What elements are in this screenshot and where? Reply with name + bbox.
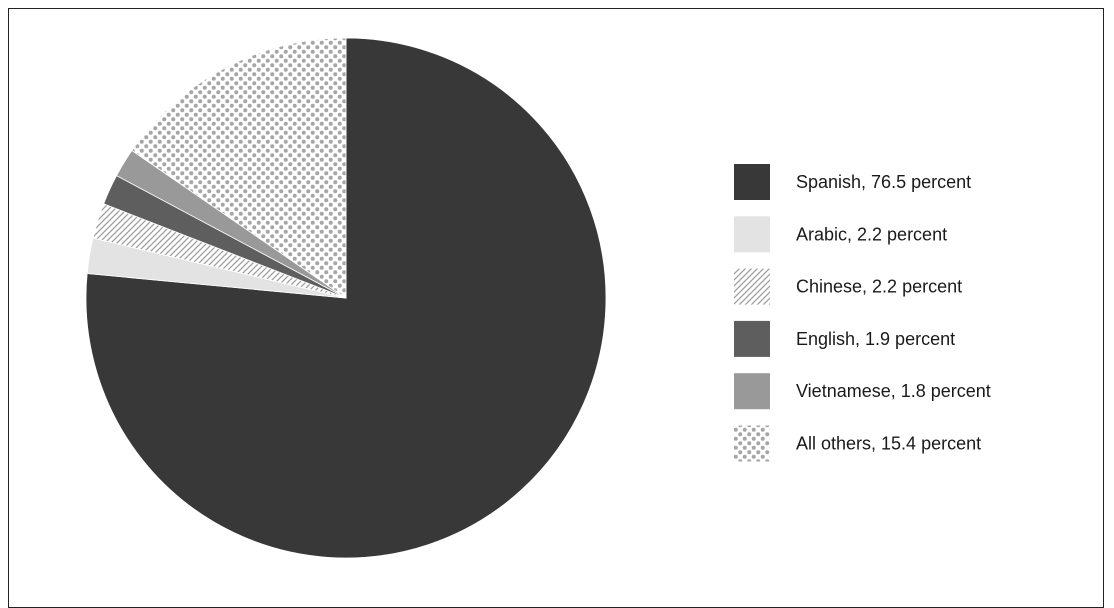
legend: Spanish, 76.5 percent Arabic, 2.2 percent…	[734, 164, 991, 462]
legend-swatch-english	[734, 320, 770, 357]
legend-item-all-others: All others, 15.4 percent	[734, 425, 981, 462]
legend-item-chinese: Chinese, 2.2 percent	[734, 268, 962, 305]
legend-label-chinese: Chinese, 2.2 percent	[796, 277, 962, 297]
legend-swatch-spanish	[734, 164, 770, 200]
pie-slices	[85, 37, 607, 559]
pie-slice-all-others	[131, 37, 347, 299]
legend-swatch-chinese	[734, 268, 770, 305]
legend-label-vietnamese: Vietnamese, 1.8 percent	[796, 381, 991, 401]
legend-swatch-all-others	[734, 425, 770, 462]
legend-label-arabic: Arabic, 2.2 percent	[796, 224, 947, 244]
legend-item-vietnamese: Vietnamese, 1.8 percent	[734, 373, 991, 410]
legend-swatch-vietnamese	[734, 373, 770, 410]
legend-item-english: English, 1.9 percent	[734, 320, 955, 357]
legend-label-all-others: All others, 15.4 percent	[796, 434, 981, 454]
legend-item-arabic: Arabic, 2.2 percent	[734, 216, 947, 253]
pie-slice-spanish	[85, 37, 607, 559]
legend-item-spanish: Spanish, 76.5 percent	[734, 164, 971, 200]
legend-swatch-arabic	[734, 216, 770, 253]
legend-label-spanish: Spanish, 76.5 percent	[796, 172, 971, 192]
pie-chart: Spanish, 76.5 percent Arabic, 2.2 percent…	[85, 37, 991, 559]
legend-label-english: English, 1.9 percent	[796, 329, 955, 349]
